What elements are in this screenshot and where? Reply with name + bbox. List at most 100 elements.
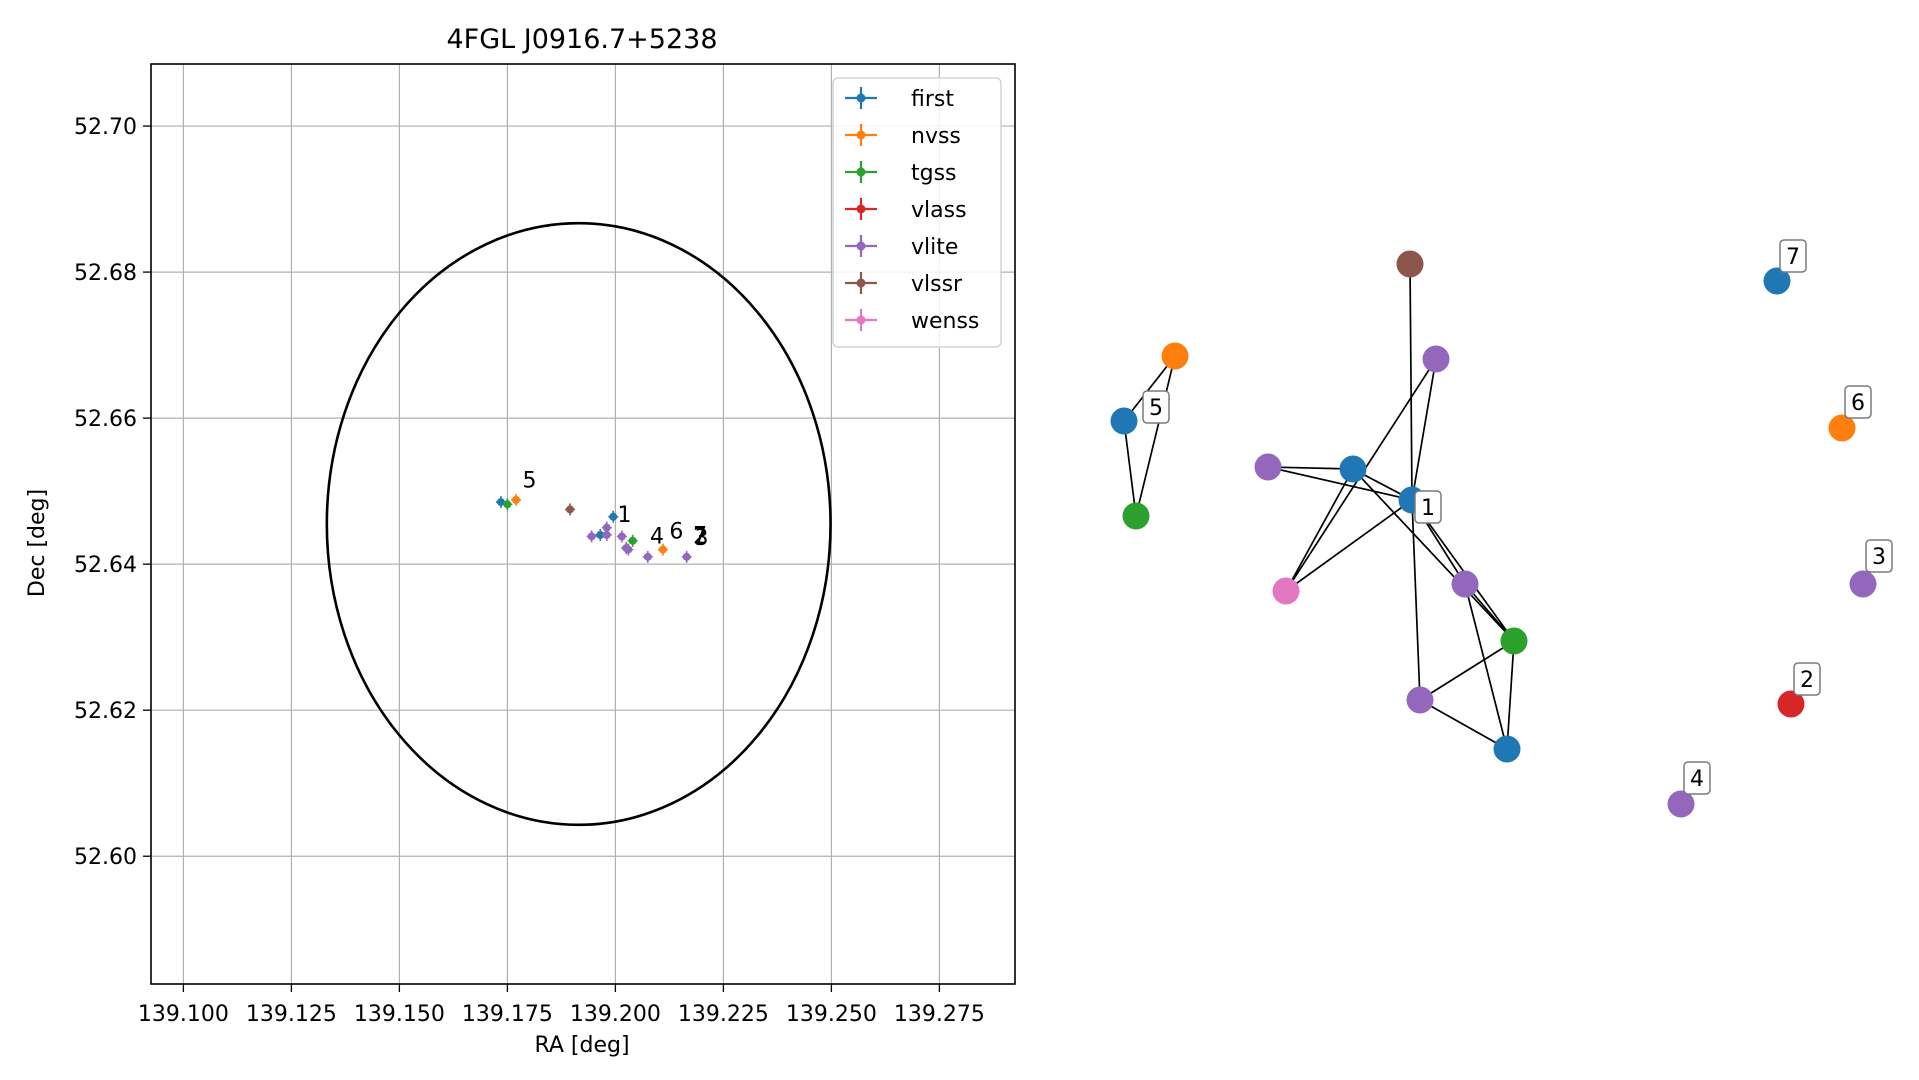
y-tick-label: 52.62 [74, 699, 137, 724]
legend-label: vlite [911, 235, 958, 260]
label-box [1779, 239, 1807, 273]
annotation-label: 7 [693, 523, 707, 548]
network-node-label: 5 [1142, 390, 1170, 424]
network-edge [1506, 640, 1515, 750]
network-edge [1464, 583, 1508, 750]
legend-swatch-dot [856, 167, 866, 177]
network-node [1272, 577, 1300, 605]
y-tick-label: 52.68 [74, 261, 137, 286]
network-edge [1267, 466, 1354, 470]
network-graph: 1 5 6 3 2 4 7 [1110, 239, 1893, 818]
axes-frame [150, 63, 1016, 985]
network-node [1339, 455, 1367, 483]
network-node [1122, 502, 1150, 530]
point-marker [617, 532, 626, 541]
x-tick-label: 139.100 [138, 1002, 229, 1027]
label-text: 2 [1800, 668, 1814, 693]
network-node-label: 4 [1683, 761, 1711, 795]
scatter-chart: 4FGL J0916.7+5238 5 14 6 723 139.100 139.125… [25, 24, 1016, 1058]
legend-entry-vlssr: vlssr [845, 272, 963, 297]
x-tick-label: 139.150 [354, 1002, 445, 1027]
network-node [1500, 627, 1528, 655]
label-text: 5 [1149, 396, 1163, 421]
error-ellipse [325, 221, 832, 827]
network-edge [1135, 355, 1176, 517]
data-point-vlite [623, 543, 634, 556]
point-marker [587, 532, 596, 541]
point-marker [566, 505, 575, 514]
point-marker [628, 536, 637, 545]
network-node [1828, 414, 1856, 442]
label-text: 7 [1786, 245, 1800, 270]
legend-label: tgss [911, 161, 957, 186]
label-text: 1 [1421, 496, 1435, 521]
network-edge [1419, 640, 1515, 701]
network-edge [1267, 466, 1413, 501]
data-point-tgss [627, 534, 638, 547]
network-node [1777, 690, 1805, 718]
label-box [1142, 390, 1170, 424]
legend-label: nvss [911, 124, 961, 149]
network-edge [1352, 468, 1515, 642]
point-annotations: 5 14 6 723 [523, 468, 709, 551]
data-point-vlite [586, 530, 597, 543]
network-node [1667, 790, 1695, 818]
network-edge [1411, 499, 1421, 701]
network-node [1406, 686, 1434, 714]
network-node [1763, 267, 1791, 295]
data-point-vlite [616, 530, 627, 543]
legend-label: vlssr [911, 272, 963, 297]
network-edge [1123, 420, 1137, 517]
point-marker [596, 530, 605, 539]
legend-entry-vlass: vlass [845, 198, 967, 223]
network-node [1493, 735, 1521, 763]
y-tick-label: 52.60 [74, 845, 137, 870]
legend-entry-nvss: nvss [845, 124, 961, 149]
legend-swatch-dot [856, 278, 866, 288]
data-point-vlite [642, 550, 653, 563]
network-node [1161, 342, 1189, 370]
point-marker [643, 552, 652, 561]
legend-entry-tgss: tgss [845, 161, 957, 186]
y-tick-label: 52.66 [74, 407, 137, 432]
legend-label: wenss [911, 309, 979, 334]
point-marker [682, 552, 691, 561]
x-tick-label: 139.125 [246, 1002, 337, 1027]
network-node [1396, 250, 1424, 278]
label-text: 4 [1690, 767, 1704, 792]
legend-entry-wenss: wenss [845, 309, 979, 334]
network-node-label: 3 [1865, 539, 1893, 573]
y-tick-label: 52.64 [74, 553, 137, 578]
annotation-label: 6 [669, 520, 683, 545]
x-tick-label: 139.250 [786, 1002, 877, 1027]
network-node [1110, 407, 1138, 435]
data-point-nvss [657, 543, 668, 556]
data-point-vlssr [565, 503, 576, 516]
network-edge [1123, 355, 1176, 422]
network-node [1422, 345, 1450, 373]
legend-swatch-dot [856, 204, 866, 214]
point-marker [602, 530, 611, 539]
legend-swatch-dot [856, 315, 866, 325]
point-marker [624, 545, 633, 554]
legend-entry-vlite: vlite [845, 235, 958, 260]
legend-frame [832, 77, 1002, 348]
data-point-vlite [601, 528, 612, 541]
legend-swatch-dot [856, 130, 866, 140]
data-point-vlite [681, 550, 692, 563]
annotation-label: 5 [523, 468, 537, 493]
network-node-label: 6 [1844, 385, 1872, 419]
legend-swatch-dot [856, 241, 866, 251]
y-axis-label: Dec [deg] [25, 489, 50, 597]
point-marker [503, 500, 512, 509]
network-node-label: 1 [1414, 490, 1442, 524]
point-marker [602, 523, 611, 532]
annotation-label: 2 [693, 525, 707, 550]
network-edge [1285, 468, 1354, 592]
network-edge [1285, 499, 1413, 592]
network-node [1254, 453, 1282, 481]
network-labels: 1 5 6 3 2 4 7 [1142, 239, 1893, 795]
label-box [1844, 385, 1872, 419]
x-axis-ticks: 139.100 139.125 139.150 139.175 139.200 139.2… [138, 984, 985, 1027]
